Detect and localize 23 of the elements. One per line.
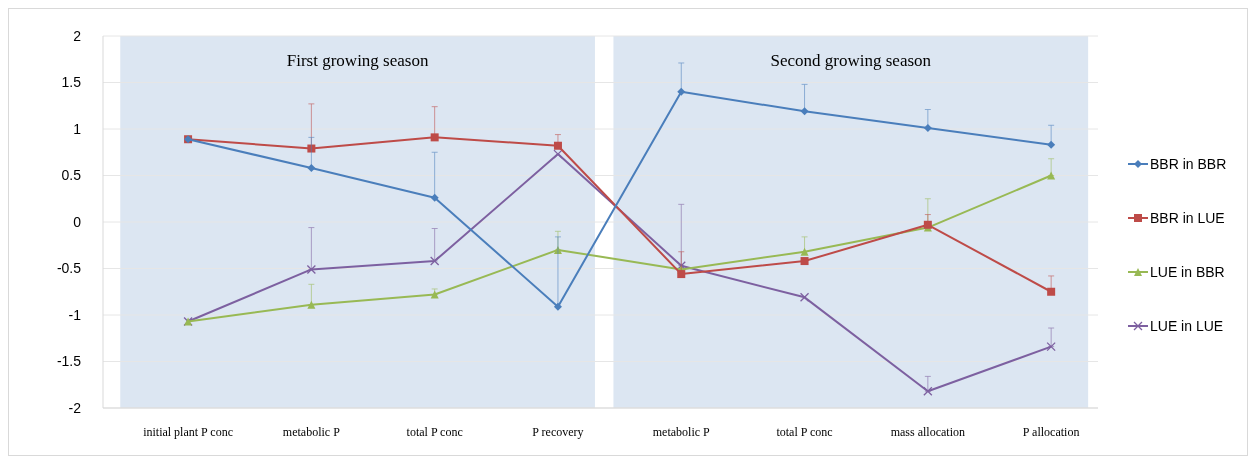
y-tick-label: -1 [68, 306, 82, 323]
x-tick-label: initial plant P conc [143, 425, 234, 439]
y-tick-label: 0 [73, 213, 82, 230]
y-tick-label: 2 [73, 27, 82, 44]
y-tick-label: -1.5 [56, 353, 82, 370]
legend-label: BBR in BBR [1150, 155, 1227, 172]
x-tick-label: total P conc [406, 425, 463, 439]
x-tick-label: mass allocation [890, 425, 966, 439]
annotation: Second growing season [770, 51, 932, 70]
x-tick-label: metabolic P [652, 425, 711, 439]
y-tick-label: 1 [73, 120, 82, 137]
legend-label: LUE in BBR [1150, 263, 1225, 280]
y-tick-label: 0.5 [61, 167, 82, 184]
x-tick-label: metabolic P [282, 425, 341, 439]
legend-label: LUE in LUE [1150, 317, 1224, 334]
x-tick-label: P recovery [532, 425, 584, 439]
legend-label: BBR in LUE [1150, 209, 1225, 226]
y-tick-label: -0.5 [56, 260, 82, 277]
annotation: First growing season [286, 51, 429, 70]
x-tick-label: P allocation [1022, 425, 1080, 439]
y-tick-label: -2 [68, 399, 82, 416]
y-tick-label: 1.5 [61, 74, 82, 91]
x-tick-label: total P conc [776, 425, 833, 439]
